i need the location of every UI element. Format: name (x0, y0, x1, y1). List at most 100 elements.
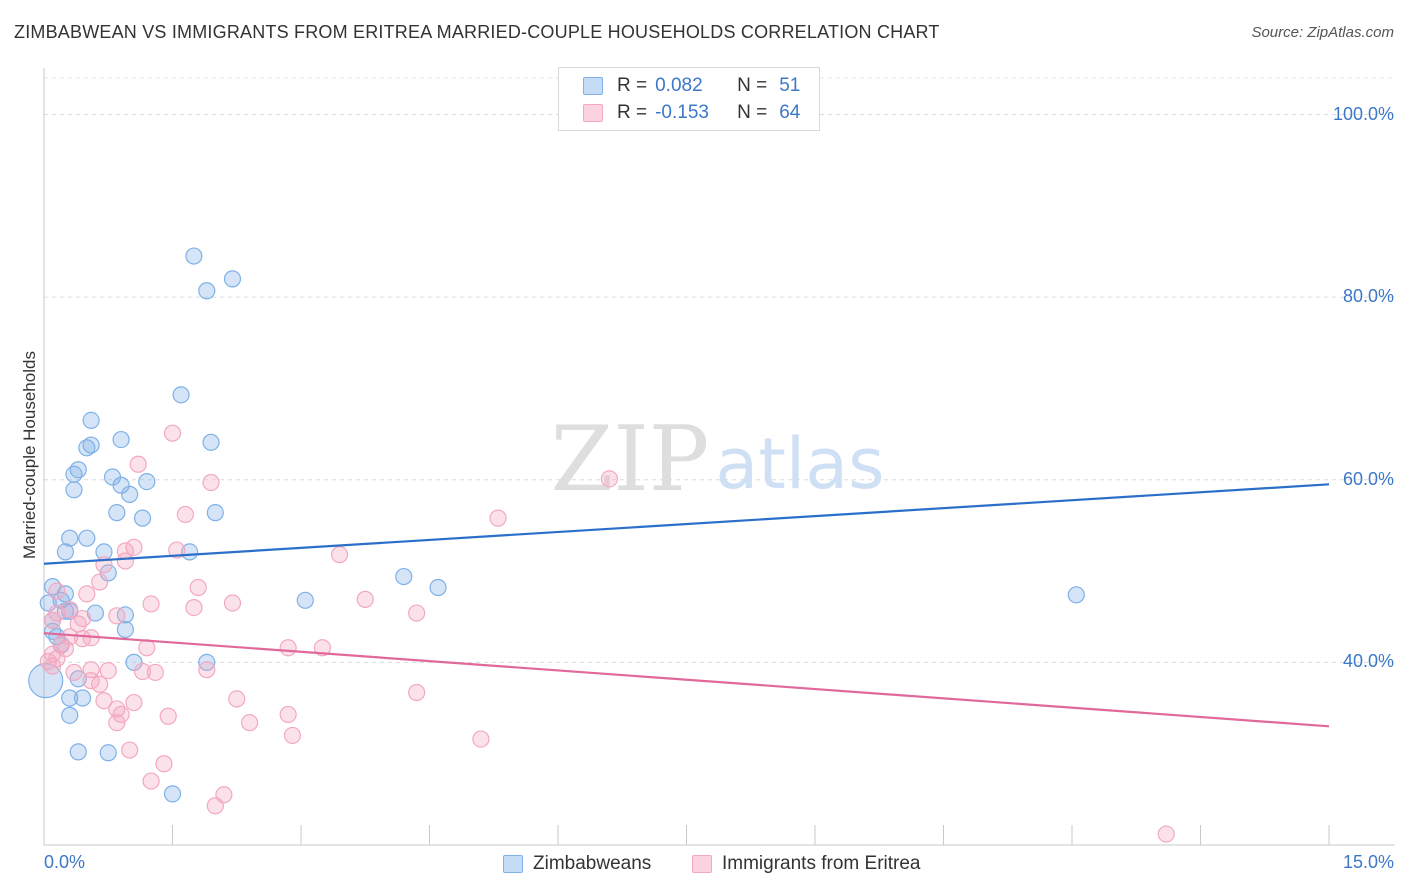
y-tick-label: 40.0% (1342, 651, 1394, 672)
eritrea-point (48, 582, 66, 600)
stats-legend-row-zimbabweans: R = 0.082 N = 51 (583, 74, 800, 98)
zimbabwean-point (121, 485, 139, 503)
eritrea-point (163, 424, 182, 442)
eritrea-point (489, 509, 507, 527)
eritrea-point (129, 455, 147, 473)
r-label: R = (617, 75, 648, 96)
y-tick-label: 80.0% (1342, 286, 1394, 307)
stats-legend-row-eritrea: R = -0.153 N = 64 (583, 101, 800, 125)
zimbabwean-point (202, 433, 220, 451)
eritrea-point (198, 661, 216, 679)
eritrea-point (142, 595, 160, 613)
eritrea-point (408, 604, 426, 622)
eritrea-point (73, 630, 92, 648)
watermark-zip: ZIP (551, 407, 710, 512)
zimbabwean-point (138, 472, 156, 491)
zimbabwean-point (99, 564, 117, 582)
eritrea-point (176, 505, 194, 524)
n-label: N = (737, 75, 768, 96)
zimbabwean-point (206, 504, 224, 522)
eritrea-point (108, 607, 126, 625)
eritrea-point (65, 663, 83, 682)
eritrea-point (99, 661, 117, 680)
legend-item-zimbabweans: Zimbabweans (503, 853, 651, 875)
eritrea-point (61, 600, 79, 619)
n-value: 51 (779, 75, 801, 96)
zimbabwean-point (112, 430, 130, 449)
eritrea-point (125, 693, 143, 712)
eritrea-point (43, 611, 62, 629)
stats-legend: R = 0.082 N = 51 R = -0.153 N = 64 (558, 67, 820, 131)
eritrea-point (142, 772, 160, 790)
eritrea-point (91, 675, 109, 693)
zimbabwean-point (61, 529, 79, 547)
zimbabwean-point (223, 270, 242, 288)
r-value: 0.082 (655, 75, 703, 96)
legend-label: Immigrants from Eritrea (722, 853, 921, 874)
eritrea-point (408, 683, 426, 702)
legend-label: Zimbabweans (533, 853, 652, 874)
zimbabwean-point (116, 620, 134, 639)
y-tick-label: 60.0% (1342, 468, 1394, 489)
eritrea-point (1157, 825, 1175, 843)
trend-lines (43, 483, 1330, 728)
eritrea-point (206, 797, 224, 815)
axes (43, 68, 1395, 846)
data-points (28, 247, 1175, 843)
zimbabwean-point (163, 785, 182, 803)
zimbabwean-point (65, 481, 83, 499)
r-label: R = (617, 102, 648, 123)
eritrea-point (185, 598, 203, 617)
eritrea-point (116, 552, 134, 570)
eritrea-point (472, 730, 490, 748)
zimbabwean-point (86, 604, 105, 622)
zimbabwean-point (73, 689, 92, 707)
zimbabwean-point (133, 509, 152, 527)
eritrea-point (146, 663, 164, 682)
zimbabwean-point (108, 504, 126, 522)
legend-item-eritrea: Immigrants from Eritrea (692, 853, 920, 875)
zimbabwean-point (296, 591, 314, 609)
zimbabwean-point (61, 706, 79, 724)
eritrea-point (189, 578, 207, 597)
zimbabwean-point (395, 567, 413, 586)
eritrea-point (283, 726, 302, 745)
x-tick-label-min: 0.0% (44, 852, 86, 872)
eritrea-point (112, 705, 130, 724)
n-label: N = (737, 102, 768, 123)
eritrea-point (168, 541, 186, 559)
eritrea-point (133, 662, 152, 681)
zimbabwean-point (1067, 586, 1085, 604)
eritrea-point (330, 546, 349, 564)
legend-swatch-blue (503, 855, 523, 873)
eritrea-point (159, 707, 177, 725)
zimbabwean-point (78, 439, 96, 457)
eritrea-trend-line (43, 632, 1330, 728)
eritrea-point (138, 639, 156, 657)
chart-source: Source: ZipAtlas.com (1251, 24, 1394, 41)
gridlines (44, 77, 1395, 663)
zimbabwean-point (28, 663, 64, 699)
zimbabwean-point (429, 578, 447, 597)
eritrea-point (125, 538, 143, 556)
zimbabwean-point (82, 411, 100, 430)
eritrea-point (279, 639, 297, 657)
eritrea-point (241, 714, 259, 732)
eritrea-point (223, 594, 242, 612)
eritrea-point (95, 692, 113, 710)
zimbabwean-point (69, 743, 87, 761)
zimbabwean-point (99, 744, 117, 762)
eritrea-point (279, 705, 297, 724)
eritrea-point (91, 573, 109, 591)
eritrea-point (78, 585, 96, 603)
watermark: ZIP atlas (551, 407, 885, 512)
eritrea-point (121, 741, 139, 759)
eritrea-point (155, 755, 173, 773)
legend-swatch-blue (583, 77, 603, 95)
zimbabwean-point (78, 529, 96, 547)
zimbabwean-point (61, 689, 79, 707)
watermark-atlas: atlas (715, 423, 884, 505)
zimbabwean-point (172, 386, 190, 404)
zimbabwean-point (65, 465, 83, 483)
